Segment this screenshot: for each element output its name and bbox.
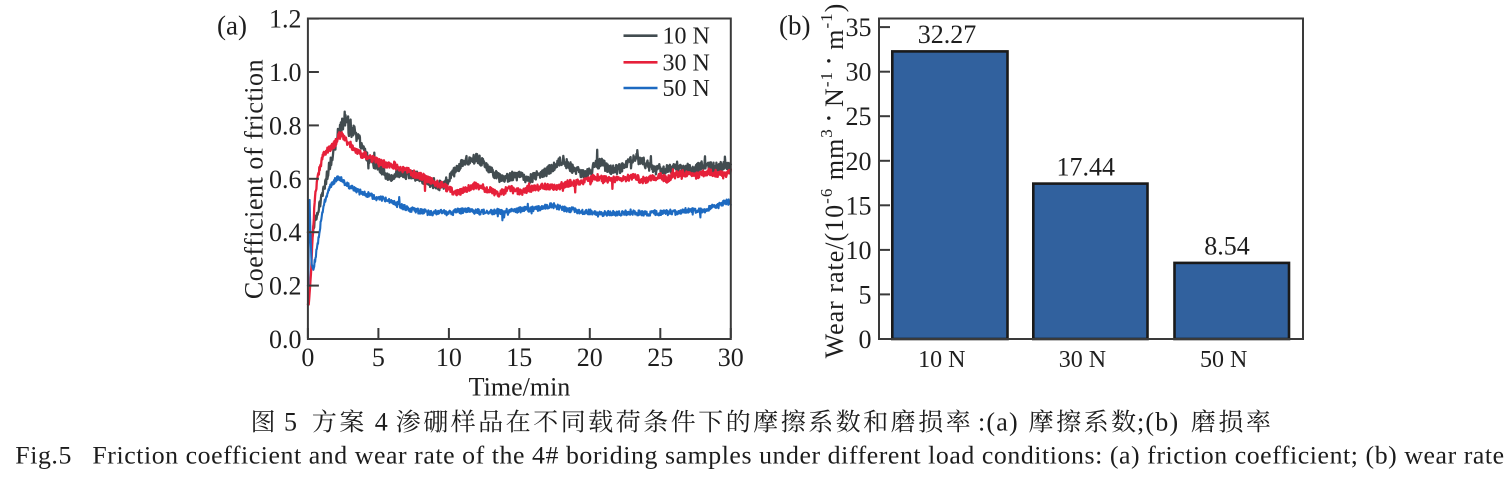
- svg-text:(b): (b): [779, 11, 810, 41]
- svg-text:15: 15: [846, 191, 872, 220]
- svg-text::(a): :(a): [978, 408, 1019, 437]
- svg-text:0: 0: [859, 325, 872, 354]
- svg-text:Wear rate/(10-6 mm3 • N-1 • m-: Wear rate/(10-6 mm3 • N-1 • m-1): [817, 3, 849, 359]
- svg-text:1.0: 1.0: [269, 58, 302, 87]
- svg-text:Fig.5 Friction coefficient an: Fig.5 Friction coefficient and wear rate…: [15, 441, 1504, 470]
- svg-text:Time/min: Time/min: [469, 373, 571, 402]
- svg-text:30: 30: [846, 58, 872, 87]
- svg-text:30 N: 30 N: [663, 50, 710, 76]
- svg-text:30: 30: [718, 343, 744, 372]
- svg-text:10: 10: [436, 343, 462, 372]
- svg-text:5: 5: [284, 408, 297, 437]
- svg-text:4: 4: [375, 408, 388, 437]
- svg-text:0.0: 0.0: [269, 325, 302, 354]
- svg-text:0.6: 0.6: [269, 165, 302, 194]
- svg-text:35: 35: [846, 13, 872, 42]
- svg-text:(a): (a): [217, 11, 247, 41]
- svg-text:10: 10: [846, 236, 872, 265]
- svg-text:5: 5: [859, 280, 872, 309]
- svg-text:0: 0: [301, 343, 314, 372]
- svg-text:0.8: 0.8: [269, 111, 302, 140]
- svg-text:0.4: 0.4: [269, 218, 302, 247]
- svg-text:20: 20: [577, 343, 603, 372]
- svg-text:;(b): ;(b): [1137, 408, 1179, 437]
- svg-text:8.54: 8.54: [1204, 232, 1250, 261]
- svg-text:20: 20: [846, 147, 872, 176]
- svg-text:30 N: 30 N: [1059, 347, 1106, 373]
- svg-text:Coefficient of friction: Coefficient of friction: [240, 59, 269, 299]
- svg-text:0.2: 0.2: [269, 272, 302, 301]
- svg-text:10 N: 10 N: [918, 347, 965, 373]
- svg-text:10 N: 10 N: [663, 24, 710, 50]
- svg-text:15: 15: [506, 343, 532, 372]
- svg-text:50 N: 50 N: [663, 76, 710, 102]
- svg-text:32.27: 32.27: [918, 20, 977, 49]
- svg-text:1.2: 1.2: [269, 5, 302, 34]
- svg-text:5: 5: [372, 343, 385, 372]
- svg-text:25: 25: [647, 343, 673, 372]
- svg-text:17.44: 17.44: [1057, 152, 1116, 181]
- svg-text:50 N: 50 N: [1200, 347, 1247, 373]
- svg-text:25: 25: [846, 102, 872, 131]
